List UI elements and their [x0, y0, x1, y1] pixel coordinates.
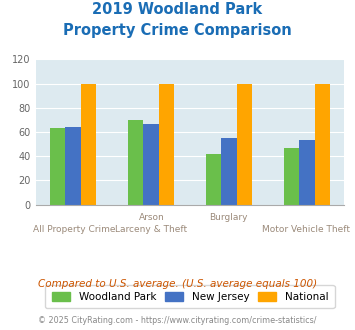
Bar [143, 123, 159, 205]
Text: Motor Vehicle Theft: Motor Vehicle Theft [262, 225, 350, 234]
Text: 2019 Woodland Park: 2019 Woodland Park [92, 2, 263, 16]
Text: Compared to U.S. average. (U.S. average equals 100): Compared to U.S. average. (U.S. average … [38, 279, 317, 289]
Bar [221, 138, 237, 205]
Text: All Property Crime: All Property Crime [33, 225, 115, 234]
Bar [65, 127, 81, 205]
Text: Property Crime Comparison: Property Crime Comparison [63, 23, 292, 38]
Bar [159, 83, 174, 205]
Bar [315, 83, 330, 205]
Bar [50, 128, 65, 205]
Bar [81, 83, 96, 205]
Legend: Woodland Park, New Jersey, National: Woodland Park, New Jersey, National [45, 285, 334, 308]
Bar [237, 83, 252, 205]
Text: Arson: Arson [138, 213, 164, 222]
Text: © 2025 CityRating.com - https://www.cityrating.com/crime-statistics/: © 2025 CityRating.com - https://www.city… [38, 316, 317, 325]
Bar [127, 120, 143, 205]
Bar [284, 148, 299, 205]
Bar [206, 154, 221, 205]
Text: Burglary: Burglary [209, 213, 248, 222]
Text: Larceny & Theft: Larceny & Theft [115, 225, 187, 234]
Bar [299, 141, 315, 205]
